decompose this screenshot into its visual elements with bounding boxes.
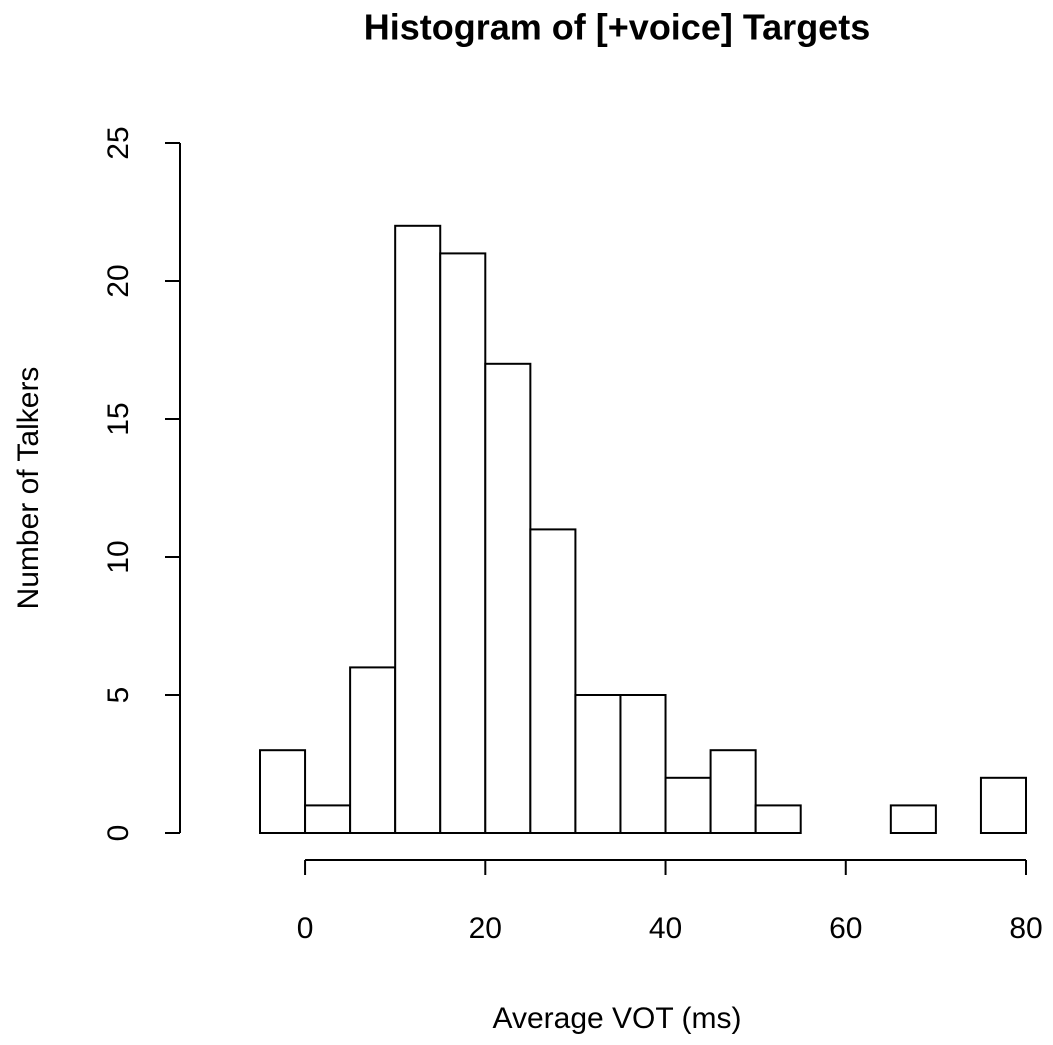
y-axis-label: Number of Talkers bbox=[12, 367, 45, 610]
y-tick-label: 15 bbox=[102, 402, 135, 435]
y-tick-label: 0 bbox=[102, 825, 135, 842]
bar bbox=[394, 224, 442, 835]
x-tick-label: 80 bbox=[1009, 912, 1042, 945]
x-tick-label: 40 bbox=[649, 912, 682, 945]
bar bbox=[349, 666, 397, 835]
bar bbox=[529, 528, 577, 835]
x-tick-label: 20 bbox=[469, 912, 502, 945]
bar bbox=[484, 362, 532, 834]
y-tick-label: 5 bbox=[102, 687, 135, 704]
bar bbox=[574, 694, 622, 834]
bar bbox=[754, 804, 802, 835]
x-tick-label: 60 bbox=[829, 912, 862, 945]
x-axis-label: Average VOT (ms) bbox=[493, 1002, 742, 1035]
bar bbox=[304, 804, 352, 835]
bar bbox=[259, 749, 307, 835]
y-tick-label: 20 bbox=[102, 264, 135, 297]
bar bbox=[709, 749, 757, 835]
bar bbox=[889, 804, 937, 835]
bar bbox=[439, 252, 487, 834]
y-tick-label: 25 bbox=[102, 126, 135, 159]
y-tick-label: 10 bbox=[102, 540, 135, 573]
bar bbox=[619, 694, 667, 834]
bar bbox=[979, 776, 1027, 834]
chart-title: Histogram of [+voice] Targets bbox=[364, 7, 870, 48]
bar bbox=[664, 776, 712, 834]
x-tick-label: 0 bbox=[297, 912, 314, 945]
